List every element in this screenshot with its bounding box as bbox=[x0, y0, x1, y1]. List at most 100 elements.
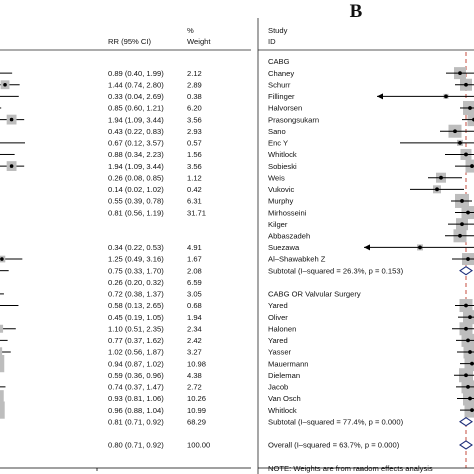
rr-ci-text: 0.59 (0.36, 0.96) bbox=[108, 371, 164, 380]
rr-ci-text: 1.25 (0.49, 3.16) bbox=[108, 255, 164, 264]
weight-text: 1.56 bbox=[187, 150, 202, 159]
rr-ci-text: 0.88 (0.34, 2.23) bbox=[108, 150, 164, 159]
point-estimate bbox=[470, 164, 474, 168]
study-label: Whitlock bbox=[268, 150, 297, 159]
weight-text: 2.34 bbox=[187, 324, 202, 333]
study-label: Schurr bbox=[268, 80, 291, 89]
pooled-diamond bbox=[459, 265, 473, 276]
weight-header-line1: % bbox=[187, 26, 194, 35]
study-label: Enc Y bbox=[268, 139, 288, 148]
study-label: Mirhosseini bbox=[268, 208, 307, 217]
ci-arrow bbox=[377, 93, 383, 100]
point-estimate bbox=[468, 106, 472, 110]
rr-ci-text: 0.26 (0.20, 0.32) bbox=[108, 278, 164, 287]
group-label: CABG bbox=[268, 57, 290, 66]
rr-ci-text: 0.75 (0.33, 1.70) bbox=[108, 266, 164, 275]
point-estimate bbox=[464, 82, 468, 87]
weight-text: 31.71 bbox=[187, 208, 206, 217]
weight-text: 2.12 bbox=[187, 69, 202, 78]
point-estimate bbox=[468, 350, 472, 354]
weight-text: 2.93 bbox=[187, 127, 202, 136]
rr-ci-text: 0.34 (0.22, 0.53) bbox=[108, 243, 164, 252]
study-label: Yared bbox=[268, 301, 288, 310]
rr-ci-text: 0.96 (0.88, 1.04) bbox=[108, 406, 164, 415]
study-header-line2: ID bbox=[268, 37, 276, 46]
point-estimate bbox=[466, 384, 470, 389]
weight-text: 0.38 bbox=[187, 92, 202, 101]
left-forest-panel: RR (95% CI)% Weight 0.89 (0.40, 1.99) 2.12 1… bbox=[0, 26, 251, 474]
weight-text: 0.42 bbox=[187, 185, 202, 194]
ci-arrow bbox=[364, 244, 370, 251]
point-estimate bbox=[468, 315, 472, 320]
rr-ci-text: 0.55 (0.39, 0.78) bbox=[108, 197, 164, 206]
point-estimate bbox=[460, 199, 464, 203]
point-estimate bbox=[439, 175, 443, 180]
weight-box bbox=[0, 390, 4, 407]
rr-ci-text: 0.74 (0.37, 1.47) bbox=[108, 383, 164, 392]
point-estimate bbox=[9, 164, 14, 168]
weight-text: 6.31 bbox=[187, 197, 202, 206]
point-estimate bbox=[458, 71, 462, 76]
study-label: Sobieski bbox=[268, 162, 297, 171]
point-estimate bbox=[444, 94, 448, 99]
rr-ci-text: 0.93 (0.81, 1.06) bbox=[108, 394, 164, 403]
rr-ci-text: 1.10 (0.51, 2.35) bbox=[108, 324, 164, 333]
point-estimate bbox=[418, 245, 422, 250]
point-estimate bbox=[458, 233, 462, 238]
weight-text: 6.59 bbox=[187, 278, 202, 287]
study-label: Mauermann bbox=[268, 359, 309, 368]
weight-text: 1.12 bbox=[187, 173, 202, 182]
rr-ci-text: 0.58 (0.13, 2.65) bbox=[108, 301, 164, 310]
point-estimate bbox=[464, 326, 468, 331]
study-label: Kilger bbox=[268, 220, 288, 229]
rr-ci-text: 0.80 (0.71, 0.92) bbox=[108, 441, 164, 450]
rr-ci-text: 0.14 (0.02, 1.02) bbox=[108, 185, 164, 194]
study-label: Vukovic bbox=[268, 185, 295, 194]
weight-text: 3.56 bbox=[187, 162, 202, 171]
weight-text: 1.94 bbox=[187, 313, 202, 322]
study-label: Subtotal (I–squared = 77.4%, p = 0.000) bbox=[268, 417, 404, 426]
weight-header-line2: Weight bbox=[187, 37, 211, 46]
x-axis-tick-label: .0199 bbox=[352, 472, 371, 474]
weight-text: 2.08 bbox=[187, 266, 202, 275]
point-estimate bbox=[470, 361, 474, 366]
weight-text: 10.98 bbox=[187, 359, 206, 368]
rr-ci-text: 0.94 (0.87, 1.02) bbox=[108, 359, 164, 368]
rr-ci-text: 1.94 (1.09, 3.44) bbox=[108, 162, 164, 171]
study-label: Al–Shawabkeh Z bbox=[268, 255, 326, 264]
point-estimate bbox=[470, 408, 474, 412]
weight-text: 3.56 bbox=[187, 115, 202, 124]
pooled-diamond bbox=[459, 417, 473, 427]
group-label: CABG OR Valvular Surgery bbox=[268, 290, 361, 299]
rr-ci-text: 0.81 (0.71, 0.92) bbox=[108, 417, 164, 426]
weight-text: 1.67 bbox=[187, 255, 202, 264]
study-label: Abbaszadeh bbox=[268, 232, 310, 241]
weight-text: 3.27 bbox=[187, 348, 202, 357]
weight-box bbox=[0, 401, 5, 419]
point-estimate bbox=[460, 222, 464, 227]
rr-ci-text: 0.43 (0.22, 0.83) bbox=[108, 127, 164, 136]
pooled-diamond bbox=[459, 440, 473, 450]
weight-box bbox=[0, 355, 5, 373]
weight-text: 0.57 bbox=[187, 139, 202, 148]
point-estimate bbox=[435, 187, 439, 192]
point-estimate bbox=[464, 303, 468, 308]
study-label: Yared bbox=[268, 336, 288, 345]
rr-ci-text: 0.85 (0.60, 1.21) bbox=[108, 104, 164, 113]
rr-ci-text: 0.33 (0.04, 2.69) bbox=[108, 92, 164, 101]
rr-ci-text: 0.89 (0.40, 1.99) bbox=[108, 69, 164, 78]
rr-ci-text: 1.94 (1.09, 3.44) bbox=[108, 115, 164, 124]
study-label: Jacob bbox=[268, 383, 288, 392]
point-estimate bbox=[453, 129, 457, 134]
point-estimate bbox=[464, 152, 468, 157]
point-estimate bbox=[0, 257, 4, 261]
study-label: Sano bbox=[268, 127, 286, 136]
rr-ci-text: 0.81 (0.56, 1.19) bbox=[108, 208, 164, 217]
study-label: Van Osch bbox=[268, 394, 301, 403]
weight-text: 2.42 bbox=[187, 336, 202, 345]
study-label: Murphy bbox=[268, 197, 294, 206]
study-label: Suezawa bbox=[268, 243, 300, 252]
weight-text: 4.91 bbox=[187, 243, 202, 252]
weight-text: 0.68 bbox=[187, 301, 202, 310]
